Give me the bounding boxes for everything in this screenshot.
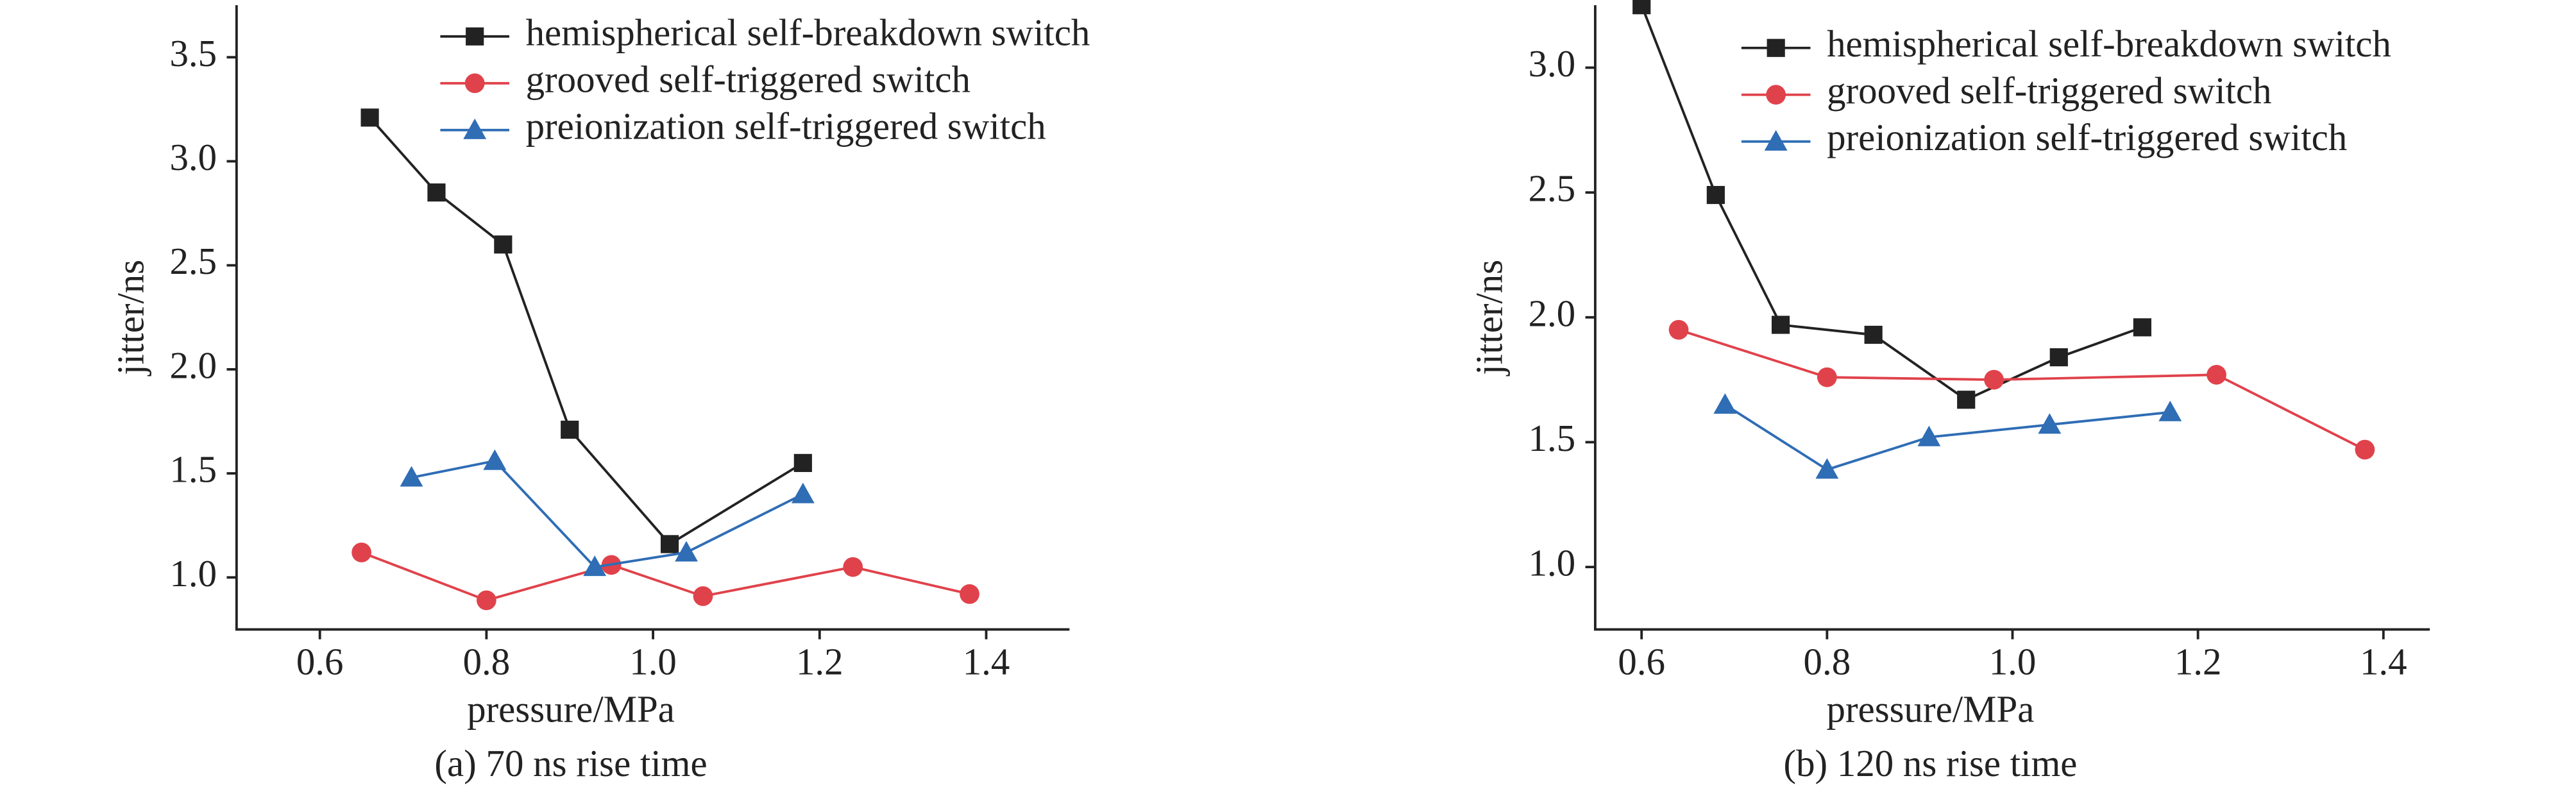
y-axis-label: jitter/ns — [1469, 260, 1511, 376]
legend-marker — [1766, 85, 1786, 105]
axes — [235, 5, 1070, 631]
marker — [1815, 458, 1839, 479]
series-line — [360, 551, 970, 602]
x-tick-label: 1.2 — [2174, 641, 2222, 682]
y-tick-label: 3.0 — [1529, 43, 1576, 85]
legend-marker — [1767, 38, 1785, 57]
x-tick-label: 1.4 — [963, 641, 1010, 682]
legend-marker — [466, 27, 484, 46]
marker — [675, 541, 698, 562]
marker — [1864, 325, 1883, 344]
x-tick-label: 0.8 — [463, 641, 511, 682]
x-tick-label: 0.8 — [1804, 641, 1851, 682]
marker — [583, 555, 607, 577]
y-tick-label: 1.5 — [1529, 418, 1576, 459]
marker — [660, 535, 679, 553]
y-axis-label: jitter/ns — [110, 260, 152, 376]
marker — [1984, 369, 2004, 390]
marker — [2355, 439, 2375, 460]
y-tick-label: 3.0 — [169, 137, 217, 178]
marker — [1668, 319, 1689, 340]
x-tick-label: 0.6 — [296, 641, 344, 682]
y-tick-label: 3.5 — [169, 33, 217, 74]
y-tick-label: 2.0 — [169, 344, 217, 386]
legend-label: grooved self-triggered switch — [1827, 70, 2271, 112]
x-axis-label: pressure/MPa — [467, 689, 675, 731]
caption: (b) 120 ns rise time — [1783, 743, 2077, 784]
y-tick-label: 2.5 — [1529, 168, 1576, 210]
marker — [2207, 364, 2226, 385]
marker — [2158, 400, 2182, 421]
series-line — [1724, 403, 2171, 471]
x-tick-label: 1.0 — [629, 641, 677, 682]
marker — [2133, 318, 2151, 337]
marker — [1817, 367, 1837, 387]
marker — [360, 108, 379, 127]
marker — [791, 482, 815, 503]
marker — [494, 235, 513, 254]
y-tick-label: 1.5 — [169, 449, 217, 491]
marker — [1957, 391, 1976, 409]
marker — [2049, 348, 2068, 367]
marker — [352, 543, 371, 562]
legend-label: preionization self-triggered switch — [526, 105, 1046, 147]
legend-marker — [463, 118, 487, 139]
series-line — [1678, 328, 2366, 451]
legend-label: grooved self-triggered switch — [526, 58, 970, 100]
series-line — [411, 459, 804, 569]
marker — [793, 453, 812, 472]
marker — [1632, 0, 1651, 15]
y-tick-label: 2.5 — [169, 241, 217, 282]
legend-label: hemispherical self-breakdown switch — [1827, 23, 2391, 65]
marker — [477, 590, 496, 611]
marker — [1713, 393, 1737, 414]
y-tick-label: 2.0 — [1529, 292, 1576, 334]
marker — [693, 586, 713, 606]
marker — [1771, 316, 1790, 334]
marker — [960, 584, 979, 604]
marker — [427, 183, 446, 202]
marker — [400, 466, 423, 487]
marker — [561, 420, 579, 439]
x-tick-label: 0.6 — [1618, 641, 1665, 682]
marker — [483, 449, 507, 470]
x-tick-label: 1.4 — [2360, 641, 2407, 682]
legend-marker — [1764, 130, 1788, 151]
axes — [1594, 5, 2430, 631]
x-tick-label: 1.0 — [1989, 641, 2037, 682]
x-axis-label: pressure/MPa — [1827, 689, 2035, 731]
legend-label: preionization self-triggered switch — [1827, 117, 2347, 158]
marker — [1917, 425, 1941, 446]
x-tick-label: 1.2 — [796, 641, 843, 682]
legend-marker — [464, 73, 485, 94]
y-tick-label: 1.0 — [169, 553, 217, 595]
marker — [1706, 185, 1725, 205]
marker — [2038, 413, 2062, 434]
legend-label: hemispherical self-breakdown switch — [526, 12, 1090, 53]
series-line — [369, 117, 804, 546]
caption: (a) 70 ns rise time — [434, 743, 707, 784]
marker — [843, 557, 863, 577]
y-tick-label: 1.0 — [1529, 543, 1576, 584]
